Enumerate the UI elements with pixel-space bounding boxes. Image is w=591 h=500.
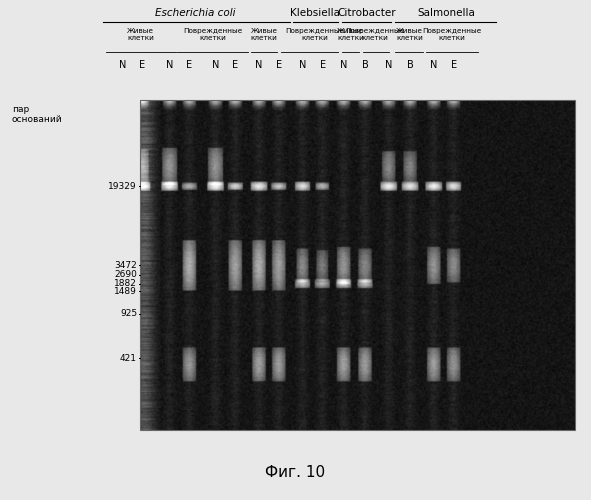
Text: E: E: [139, 60, 145, 70]
Text: N: N: [255, 60, 262, 70]
Text: E: E: [186, 60, 192, 70]
Text: Salmonella: Salmonella: [417, 8, 475, 18]
Text: N: N: [299, 60, 306, 70]
Text: 1882: 1882: [114, 280, 137, 288]
Text: Живые
клетки: Живые клетки: [337, 28, 364, 41]
Text: E: E: [276, 60, 282, 70]
Text: N: N: [119, 60, 126, 70]
Text: Живые
клетки: Живые клетки: [127, 28, 154, 41]
Text: пар
оснований: пар оснований: [12, 105, 63, 124]
Text: Поврежденные
клетки: Поврежденные клетки: [423, 28, 482, 41]
Text: N: N: [212, 60, 219, 70]
Text: 3472: 3472: [114, 260, 137, 270]
Text: 421: 421: [120, 354, 137, 363]
Text: 1489: 1489: [114, 287, 137, 296]
Text: Поврежденные
клетки: Поврежденные клетки: [183, 28, 242, 41]
Text: N: N: [430, 60, 437, 70]
Text: Живые
клетки: Живые клетки: [396, 28, 423, 41]
Text: B: B: [362, 60, 369, 70]
Text: E: E: [451, 60, 457, 70]
Text: N: N: [385, 60, 392, 70]
Text: 19329: 19329: [108, 182, 137, 191]
Bar: [140, 100, 575, 430]
Text: N: N: [166, 60, 173, 70]
Text: Klebsiella: Klebsiella: [290, 8, 340, 18]
Text: N: N: [340, 60, 348, 70]
Text: E: E: [232, 60, 238, 70]
Text: 2690: 2690: [114, 270, 137, 280]
Text: B: B: [407, 60, 414, 70]
Text: Фиг. 10: Фиг. 10: [265, 465, 326, 480]
Text: Поврежденные
клетки: Поврежденные клетки: [285, 28, 345, 41]
Text: Живые
клетки: Живые клетки: [251, 28, 278, 41]
Text: 925: 925: [120, 310, 137, 318]
Text: Citrobacter: Citrobacter: [337, 8, 396, 18]
Text: Escherichia coli: Escherichia coli: [155, 8, 235, 18]
Text: E: E: [320, 60, 326, 70]
Text: Поврежденные
клетки: Поврежденные клетки: [346, 28, 405, 41]
